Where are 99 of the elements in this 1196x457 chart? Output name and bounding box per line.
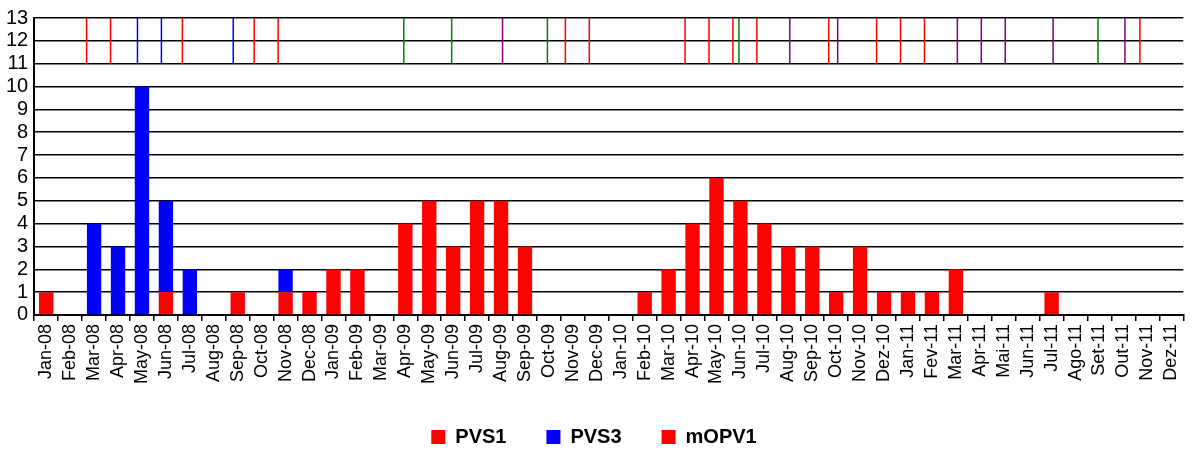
y-tick-label: 12 [6,28,29,51]
bar [709,177,724,315]
bar [829,292,844,315]
x-tick-label: Oct-08 [250,323,271,379]
bar [637,292,652,315]
x-tick-label: Jun-11 [1016,323,1037,378]
x-tick-label: Nov-09 [561,323,582,383]
x-tick-label: Apr-10 [681,323,702,379]
bar [398,223,413,315]
y-tick-label: 1 [17,279,29,302]
x-tick-label: May-10 [705,323,726,385]
bar [158,200,174,293]
x-tick-label: Nov-10 [849,323,870,383]
bar [39,292,54,315]
x-tick-label: Jan-09 [322,323,343,380]
x-tick-label: Feb-08 [59,323,80,382]
x-tick-label: Nov-11 [1136,323,1157,381]
x-tick-label: Mar-08 [83,323,104,381]
x-tick-label: Dez-10 [873,323,894,383]
bar [781,246,796,315]
bar [278,269,293,293]
bar [493,200,509,315]
x-tick-label: Ago-11 [1064,323,1085,381]
x-tick-label: Aug-10 [777,323,798,383]
bar [469,200,485,315]
x-tick-label: Jan-10 [609,323,630,380]
x-tick-label: Jun-08 [154,323,175,380]
x-tick-label: Sep-09 [513,323,534,383]
y-tick-label: 7 [17,142,29,165]
x-tick-label: Set-11 [1088,323,1109,376]
x-tick-label: Aug-09 [490,323,511,383]
x-tick-label: Feb-10 [633,323,654,382]
bar [900,292,916,315]
x-tick-label: Dez-11 [1160,323,1181,381]
x-tick-label: Jul-11 [1040,323,1061,372]
x-tick-label: Dec-09 [585,323,606,383]
x-tick-label: Sep-10 [801,323,822,383]
x-tick-label: Aug-08 [202,323,223,383]
y-tick-label: 10 [6,74,29,97]
x-tick-label: Nov-08 [274,323,295,383]
legend-label: mOPV1 [685,424,757,447]
x-tick-label: Dec-08 [298,323,319,383]
x-tick-label: Jan-08 [35,323,56,380]
x-tick-label: Jun-10 [729,323,750,380]
x-tick-label: Mar-10 [657,323,678,381]
bar [445,246,461,315]
x-tick-label: Jun-09 [442,323,463,380]
bar [1044,292,1059,315]
y-tick-label: 5 [17,188,29,211]
x-tick-label: Mar-09 [370,323,391,381]
x-tick-label: Oct-10 [825,323,846,379]
x-tick-label: Apr-11 [968,323,989,377]
bar [805,246,820,315]
legend-label: PVS3 [570,424,622,447]
y-tick-label: 3 [17,233,29,256]
bar [86,223,102,315]
bar [302,292,317,315]
bar [350,269,365,315]
y-tick-label: 4 [17,211,29,234]
bar [852,246,868,315]
x-tick-label: Mar-11 [944,323,965,380]
x-tick-label: Feb-09 [346,323,367,382]
bar [757,223,772,315]
x-tick-label: May-09 [418,323,439,385]
y-tick-label: 9 [17,96,29,119]
bar [422,200,437,315]
bar [517,246,533,315]
bar [278,292,293,315]
x-tick-label: Sep-08 [226,323,247,383]
bar [230,292,245,315]
bar [661,269,676,315]
y-tick-label: 0 [17,302,29,325]
x-tick-label: Mai-11 [992,323,1013,378]
bar [876,292,892,315]
x-tick-label: Jul-08 [178,323,199,374]
y-tick-label: 13 [6,5,29,28]
x-tick-label: Apr-08 [107,323,127,379]
bar [948,269,964,315]
y-tick-label: 8 [17,119,29,142]
bar [110,246,126,315]
x-tick-label: Fev-11 [920,323,941,379]
bar [158,292,174,315]
bar [924,292,940,315]
bar [685,223,700,315]
legend-label: PVS1 [455,424,507,447]
x-tick-label: Out-11 [1112,323,1133,378]
x-tick-label: May-08 [130,323,151,385]
y-tick-label: 11 [7,51,29,74]
x-tick-label: Jul-09 [466,323,487,374]
bar [134,86,150,315]
x-tick-label: Oct-09 [537,323,558,379]
x-tick-label: Jan-11 [896,323,917,378]
y-tick-label: 6 [17,165,29,188]
bar [326,269,341,315]
bar [182,269,198,315]
x-tick-label: Jul-10 [753,323,774,374]
x-tick-label: Apr-09 [394,323,415,379]
bar [733,200,748,315]
y-tick-label: 2 [17,256,29,279]
